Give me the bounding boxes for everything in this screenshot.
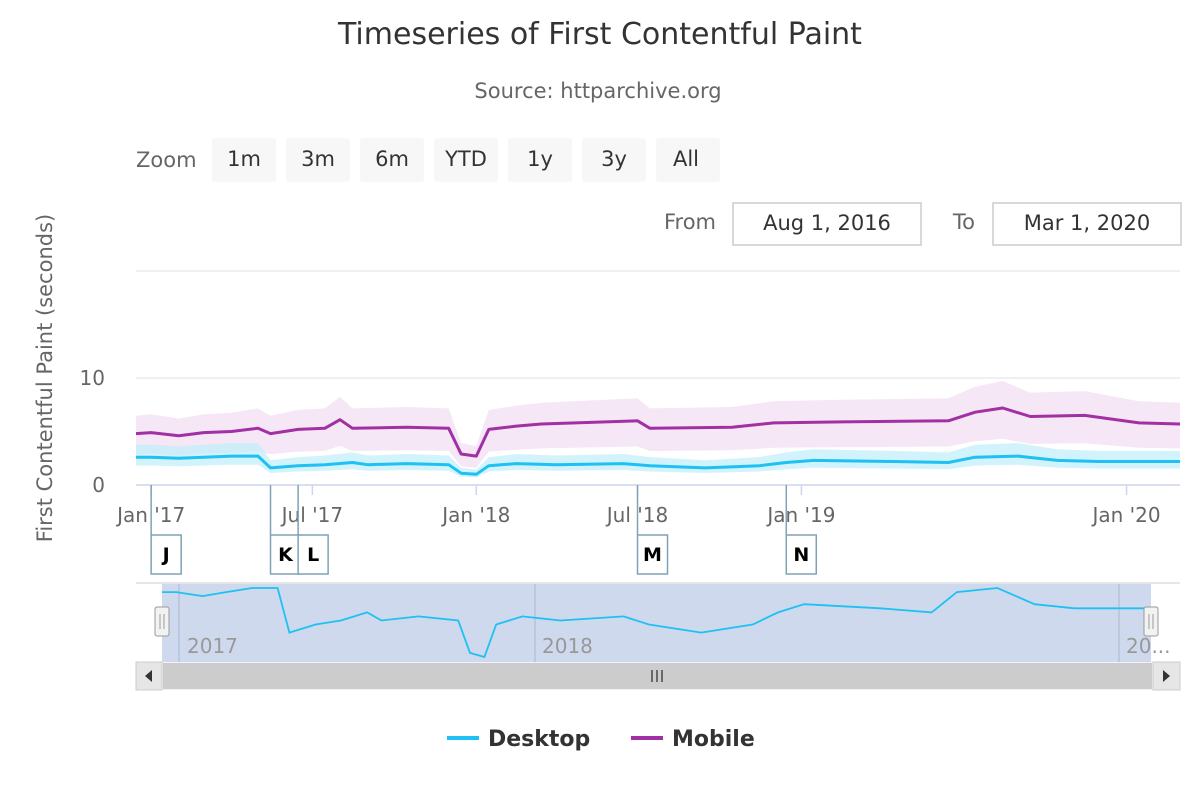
- event-flag-box: [785, 534, 818, 575]
- grip-icon: [651, 670, 663, 682]
- event-flag-label: N: [793, 544, 809, 566]
- scrollbar[interactable]: [135, 661, 1181, 691]
- legend-item-mobile[interactable]: Mobile: [631, 727, 755, 752]
- mobile-band: [136, 381, 1180, 468]
- navigator-right-handle[interactable]: [1143, 606, 1159, 637]
- event-flag-label: K: [278, 544, 294, 566]
- navigator-label: 2017: [187, 634, 238, 658]
- event-flag-label: M: [643, 544, 662, 566]
- from-label: From: [664, 210, 716, 234]
- from-date-input[interactable]: Aug 1, 2016: [732, 202, 922, 246]
- navigator-selection[interactable]: [162, 584, 1151, 662]
- zoom-buttons: 1m 3m 6m YTD 1y 3y All: [212, 138, 720, 182]
- mobile-series-line: [135, 406, 1181, 458]
- navigator-series-line: [162, 587, 1151, 659]
- event-flag-box: [269, 534, 302, 575]
- zoom-label: Zoom: [136, 148, 197, 172]
- x-tick-label: Jan '19: [765, 503, 835, 527]
- y-tick-label: 0: [92, 473, 105, 497]
- event-flag-box: [636, 534, 669, 575]
- zoom-button-label: 3y: [601, 147, 627, 171]
- event-flag: M: [636, 485, 669, 575]
- zoom-button-ytd[interactable]: YTD: [434, 138, 498, 182]
- zoom-button-label: 3m: [301, 147, 335, 171]
- zoom-button-label: All: [673, 147, 699, 171]
- chart-subtitle: Source: httparchive.org: [474, 79, 721, 103]
- zoom-button-label: YTD: [444, 147, 487, 171]
- x-tick-label: Jan '17: [115, 503, 185, 527]
- scrollbar-right-arrow[interactable]: [1152, 661, 1181, 691]
- legend-label: Desktop: [488, 727, 590, 752]
- legend-item-desktop[interactable]: Desktop: [447, 727, 590, 752]
- event-flag-label: L: [307, 544, 319, 566]
- x-axis-ticks: Jan '17 Jul '17 Jan '18 Jul '18 Jan '19 Jan '…: [115, 485, 1161, 527]
- to-date-input[interactable]: Mar 1, 2020: [992, 202, 1182, 246]
- zoom-button-3m[interactable]: 3m: [286, 138, 350, 182]
- y-axis-ticks: 0 10: [80, 366, 105, 497]
- zoom-button-all[interactable]: All: [656, 138, 720, 182]
- legend-label: Mobile: [672, 727, 755, 752]
- event-flag: K: [269, 485, 302, 575]
- y-axis-title: First Contentful Paint (seconds): [33, 214, 57, 542]
- event-flag: N: [785, 485, 818, 575]
- event-flag: L: [297, 485, 329, 575]
- chart-title: Timeseries of First Contentful Paint: [337, 17, 862, 52]
- navigator[interactable]: 2017 2018 20...: [136, 582, 1180, 662]
- percentile-bands: [136, 381, 1180, 478]
- zoom-button-6m[interactable]: 6m: [360, 138, 424, 182]
- x-tick-label: Jan '20: [1090, 503, 1160, 527]
- zoom-button-label: 6m: [375, 147, 409, 171]
- to-date-value: Mar 1, 2020: [1024, 211, 1150, 235]
- x-tick-label: Jul '18: [605, 503, 668, 527]
- navigator-label: 20...: [1126, 634, 1171, 658]
- zoom-button-label: 1m: [227, 147, 261, 171]
- navigator-label: 2018: [542, 634, 593, 658]
- to-label: To: [952, 210, 975, 234]
- event-flag-box: [297, 534, 329, 575]
- x-tick-label: Jan '18: [440, 503, 510, 527]
- series-lines: [135, 406, 1181, 476]
- grid-lines: [136, 270, 1180, 379]
- zoom-button-label: 1y: [527, 147, 553, 171]
- y-tick-label: 10: [80, 366, 105, 390]
- zoom-button-1m[interactable]: 1m: [212, 138, 276, 182]
- zoom-button-1y[interactable]: 1y: [508, 138, 572, 182]
- desktop-band: [136, 443, 1180, 478]
- desktop-series-line: [136, 454, 1180, 476]
- event-flag: J: [150, 485, 182, 575]
- event-flag-label: J: [161, 544, 170, 566]
- zoom-button-3y[interactable]: 3y: [582, 138, 646, 182]
- from-date-value: Aug 1, 2016: [763, 211, 891, 235]
- legend: Desktop Mobile: [447, 727, 755, 752]
- navigator-left-handle[interactable]: [154, 606, 170, 637]
- event-flag-box: [150, 534, 182, 575]
- arrow-right-icon: [1163, 670, 1170, 682]
- arrow-left-icon: [145, 670, 152, 682]
- scrollbar-left-arrow[interactable]: [135, 661, 163, 691]
- x-tick-label: Jul '17: [280, 503, 343, 527]
